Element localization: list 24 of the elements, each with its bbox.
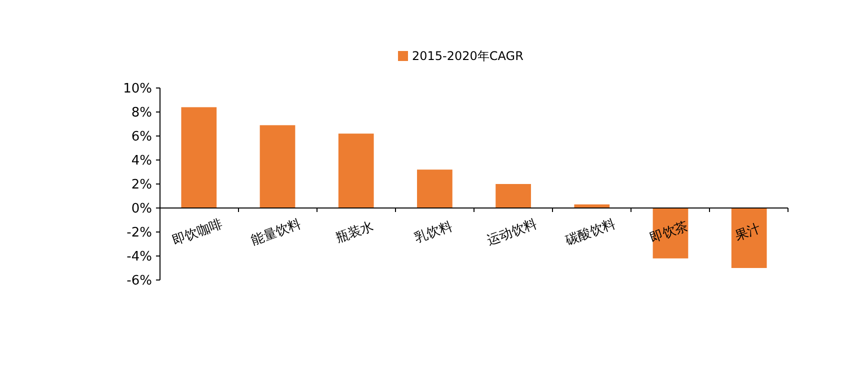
y-tick-label: 4%	[131, 154, 152, 169]
bar	[338, 134, 374, 208]
x-tick-label: 运动饮料	[485, 216, 540, 249]
y-tick-label: -2%	[126, 226, 152, 241]
y-tick-label: -4%	[126, 250, 152, 265]
x-tick-label: 即饮咖啡	[170, 216, 225, 249]
x-tick-label: 即饮茶	[648, 218, 690, 246]
y-tick-label: -6%	[126, 274, 152, 289]
bar	[181, 107, 217, 208]
x-tick-label: 果汁	[733, 221, 763, 244]
x-tick-label: 碳酸饮料	[562, 216, 618, 249]
x-tick-label: 瓶装水	[334, 218, 376, 246]
bar	[731, 208, 767, 268]
legend-label: 2015-2020年CAGR	[412, 49, 524, 64]
y-tick-label: 10%	[123, 82, 152, 97]
y-tick-label: 8%	[131, 106, 152, 121]
bar	[417, 170, 452, 208]
bar	[496, 184, 531, 208]
y-tick-label: 6%	[131, 130, 152, 145]
bar	[260, 125, 296, 208]
y-tick-label: 2%	[131, 178, 152, 193]
y-tick-label: 0%	[131, 202, 152, 217]
x-tick-label: 能量饮料	[249, 216, 304, 249]
x-tick-label: 乳饮料	[412, 218, 454, 246]
